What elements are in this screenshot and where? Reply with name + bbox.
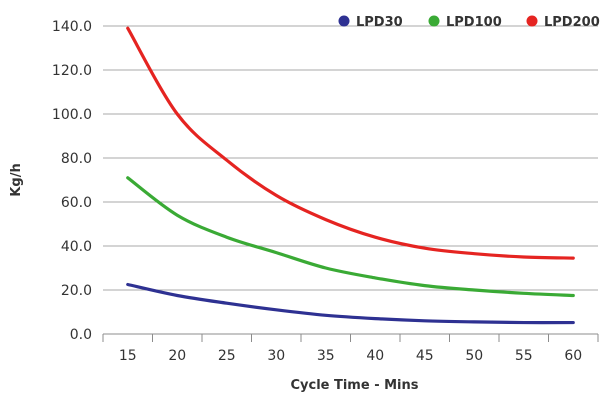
y-tick-label: 120.0: [52, 63, 92, 79]
series-lpd100: [126, 176, 575, 298]
y-axis-title: Kg/h: [9, 163, 24, 196]
legend-label: LPD100: [446, 15, 502, 30]
y-tick-label: 40.0: [61, 239, 92, 255]
y-tick-label: 0.0: [70, 327, 92, 343]
y-tick-label: 60.0: [61, 195, 92, 211]
x-tick-label: 45: [416, 348, 434, 364]
legend-marker: [338, 15, 350, 27]
legend: LPD30 LPD100 LPD200: [338, 15, 600, 30]
series-lpd30: [126, 282, 575, 325]
series-layer: [126, 26, 575, 325]
x-tick-label: 60: [564, 348, 582, 364]
x-tick-label: 20: [168, 348, 186, 364]
y-tick-label: 140.0: [52, 19, 92, 35]
series-line: [126, 282, 575, 325]
y-tick-label: 100.0: [52, 107, 92, 123]
legend-marker: [428, 15, 440, 27]
y-tick-label: 80.0: [61, 151, 92, 167]
legend-item-lpd30: LPD30: [338, 15, 403, 30]
x-tick-label: 55: [515, 348, 533, 364]
x-tick-label: 25: [218, 348, 236, 364]
legend-item-lpd100: LPD100: [428, 15, 502, 30]
x-tick-label: 35: [317, 348, 335, 364]
axis-layer: 0.0 20.0 40.0 60.0 80.0 100.0 120.0 140.0 15 20 25…: [52, 19, 599, 364]
x-tick-label: 40: [366, 348, 384, 364]
x-axis-title: Cycle Time - Mins: [290, 378, 418, 393]
legend-label: LPD30: [356, 15, 403, 30]
legend-marker: [526, 15, 538, 27]
series-lpd200: [126, 26, 575, 260]
legend-label: LPD200: [544, 15, 600, 30]
y-tick-label: 20.0: [61, 283, 92, 299]
legend-item-lpd200: LPD200: [526, 15, 600, 30]
x-tick-label: 15: [119, 348, 137, 364]
series-line: [126, 176, 575, 298]
series-line: [126, 26, 575, 260]
x-tick-label: 50: [465, 348, 483, 364]
x-tick-label: 30: [267, 348, 285, 364]
grid-layer: [103, 25, 598, 291]
